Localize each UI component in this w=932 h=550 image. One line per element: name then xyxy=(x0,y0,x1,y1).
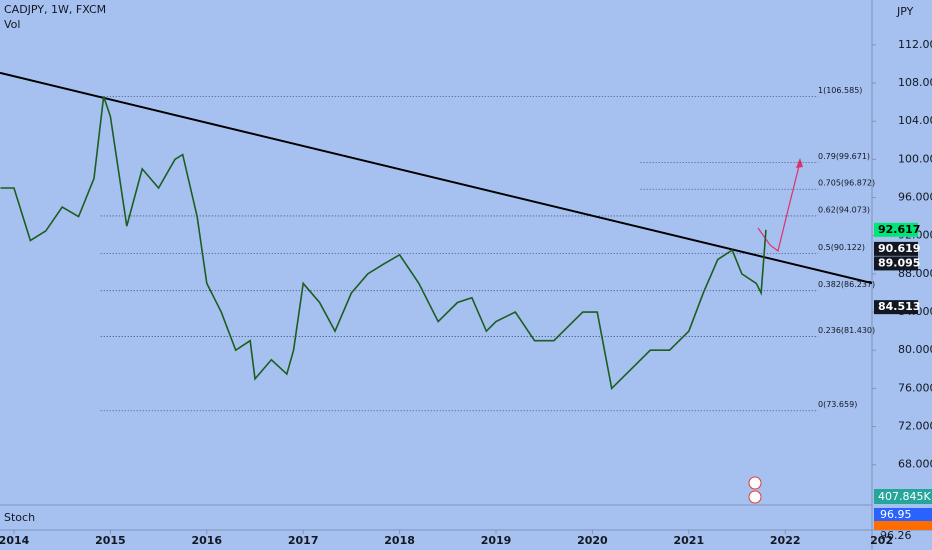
price-line xyxy=(0,96,767,391)
currency: JPY xyxy=(896,5,914,18)
x-tick-label: 2018 xyxy=(384,534,415,547)
y-tick-label: 96.000 xyxy=(898,191,932,204)
price-badge xyxy=(874,256,918,271)
stoch-label: 96.26 xyxy=(880,529,912,542)
x-tick-label: 2020 xyxy=(577,534,608,547)
volume-badge xyxy=(874,489,932,504)
x-tick-label: 2017 xyxy=(288,534,319,547)
y-tick-label: 100.000 xyxy=(898,152,932,165)
subtitle: Vol xyxy=(4,18,20,31)
price-badge-label: 92.617 xyxy=(878,223,920,236)
stoch-badge xyxy=(874,521,932,530)
fib-label: 0.236(81.430) xyxy=(818,326,875,335)
x-tick-label: 2021 xyxy=(674,534,705,547)
event-icon xyxy=(748,490,762,504)
x-tick-label: 2019 xyxy=(481,534,512,547)
stoch-label: 96.95 xyxy=(880,508,912,521)
price-badge xyxy=(874,241,918,256)
price-badge-label: 84.513 xyxy=(878,300,920,313)
arrow-head xyxy=(796,158,803,168)
y-tick-label: 112.000 xyxy=(898,38,932,51)
fib-label: 0(73.659) xyxy=(818,400,857,409)
y-tick-label: 108.000 xyxy=(898,76,932,89)
fib-label: 0.5(90.122) xyxy=(818,243,865,252)
price-badge-label: 89.095 xyxy=(878,256,920,269)
chart-title: CADJPY, 1W, FXCM xyxy=(4,3,106,16)
x-tick-label: 202 xyxy=(870,534,893,547)
fib-label: 0.382(86.237) xyxy=(818,280,875,289)
fib-label: 0.705(96.872) xyxy=(818,179,875,188)
x-tick-label: 2014 xyxy=(0,534,30,547)
event-icon xyxy=(748,476,762,490)
y-tick-label: 80.000 xyxy=(898,343,932,356)
volume-label: 407.845K xyxy=(878,490,931,503)
y-tick-label: 76.000 xyxy=(898,381,932,394)
x-tick-label: 2015 xyxy=(95,534,126,547)
y-tick-label: 104.000 xyxy=(898,114,932,127)
stoch-badge xyxy=(874,508,932,521)
fib-label: 0.79(99.671) xyxy=(818,152,870,161)
x-tick-label: 2016 xyxy=(191,534,222,547)
fib-label: 0.62(94.073) xyxy=(818,205,870,214)
trendline xyxy=(0,71,873,285)
price-badge xyxy=(874,300,918,315)
x-tick-label: 2022 xyxy=(770,534,801,547)
y-tick-label: 72.000 xyxy=(898,420,932,433)
price-badge xyxy=(874,222,918,237)
fib-label: 1(106.585) xyxy=(818,86,862,95)
indicator-label: Stoch xyxy=(4,511,35,524)
price-badge-label: 90.619 xyxy=(878,242,920,255)
y-tick-label: 68.000 xyxy=(898,458,932,471)
